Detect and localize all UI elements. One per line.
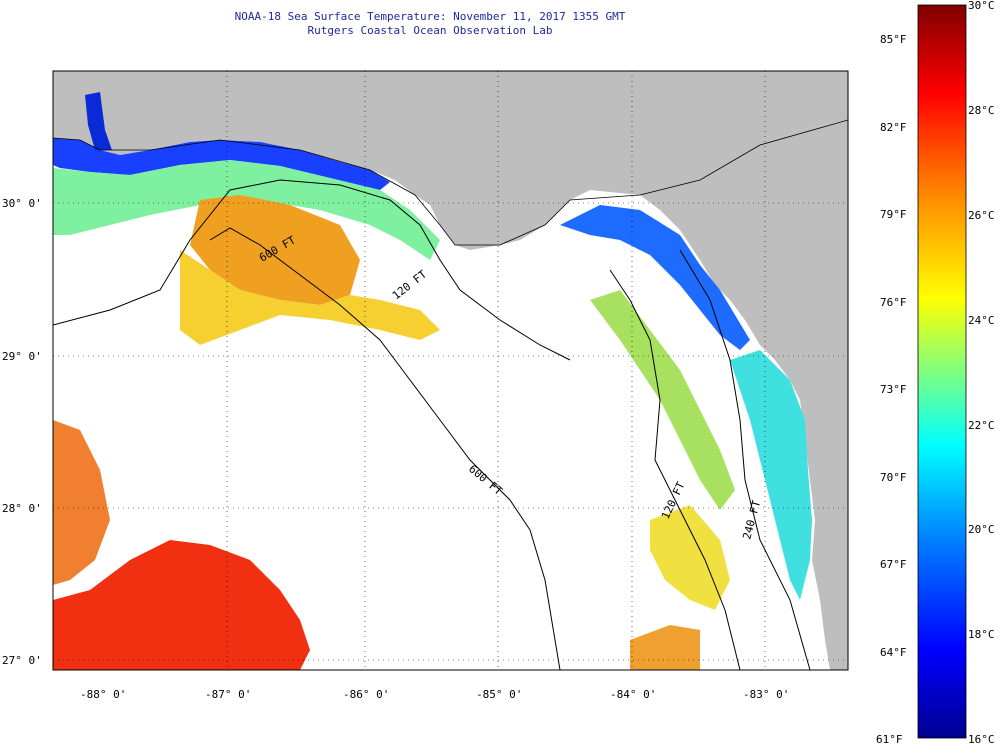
colorbar-c-label: 28°C: [968, 104, 995, 117]
sst-loop-orange: [190, 195, 360, 305]
colorbar-f-label: 61°F: [876, 733, 903, 746]
title-line-1: NOAA-18 Sea Surface Temperature: Novembe…: [234, 10, 626, 23]
contour-120ft-west: [53, 179, 571, 361]
colorbar-c-label: 24°C: [968, 314, 995, 327]
land-north-coast: [53, 71, 848, 250]
colorbar-f-label: 85°F: [880, 33, 907, 46]
colorbar-c-label: 16°C: [968, 733, 995, 746]
colorbar-c-label: 20°C: [968, 523, 995, 536]
colorbar-f-label: 79°F: [880, 208, 907, 221]
colorbar: 30°C 28°C 26°C 24°C 22°C 20°C 18°C 16°C …: [876, 0, 995, 746]
sst-west-florida-cyan: [730, 350, 812, 600]
colorbar-f-label: 64°F: [880, 646, 907, 659]
colorbar-f-label: 70°F: [880, 471, 907, 484]
lon-tick-label: -84° 0': [610, 688, 656, 701]
lat-tick-label: 29° 0': [2, 350, 42, 363]
lat-tick-labels: 30° 0' 29° 0' 28° 0' 27° 0': [2, 197, 42, 667]
colorbar-f-label: 82°F: [880, 121, 907, 134]
contour-240ft-east: [679, 249, 811, 670]
sst-bay-blue: [85, 92, 112, 150]
lon-tick-label: -88° 0': [80, 688, 126, 701]
sst-loop-yellow: [180, 250, 440, 345]
sst-southwest-orange: [53, 420, 110, 585]
map-title: NOAA-18 Sea Surface Temperature: Novembe…: [200, 10, 660, 38]
colorbar-c-label: 18°C: [968, 628, 995, 641]
sst-shelf-green: [590, 290, 735, 510]
map-area: [53, 71, 848, 670]
colorbar-f-label: 73°F: [880, 383, 907, 396]
colorbar-c-label: 30°C: [968, 0, 995, 12]
colorbar-c-label: 22°C: [968, 419, 995, 432]
lat-tick-label: 30° 0': [2, 197, 42, 210]
sst-shelf-yellow: [650, 505, 730, 610]
colorbar-c-label: 26°C: [968, 209, 995, 222]
colorbar-f-label: 76°F: [880, 296, 907, 309]
sst-nw-florida-blue: [560, 205, 750, 350]
sst-coastal-green: [53, 160, 440, 260]
sst-nearshore-blue: [53, 138, 390, 190]
sst-south-red: [53, 540, 310, 670]
contour-600ft: [209, 227, 561, 670]
coastline: [53, 119, 848, 246]
lon-tick-labels: -88° 0' -87° 0' -86° 0' -85° 0' -84° 0' …: [80, 688, 789, 701]
lon-tick-label: -85° 0': [476, 688, 522, 701]
lon-tick-label: -87° 0': [205, 688, 251, 701]
title-line-2: Rutgers Coastal Ocean Observation Lab: [307, 24, 553, 37]
colorbar-f-label: 67°F: [880, 558, 907, 571]
sst-south-patch-orange: [630, 625, 700, 670]
lat-tick-label: 28° 0': [2, 502, 42, 515]
colorbar-fahrenheit-labels: 85°F 82°F 79°F 76°F 73°F 70°F 67°F 64°F …: [876, 33, 907, 746]
contour-600ft-east: [609, 269, 741, 670]
lon-tick-label: -83° 0': [743, 688, 789, 701]
lat-tick-label: 27° 0': [2, 654, 42, 667]
land-florida-peninsula: [640, 120, 848, 670]
colorbar-gradient: [917, 4, 967, 739]
colorbar-celsius-labels: 30°C 28°C 26°C 24°C 22°C 20°C 18°C 16°C: [968, 0, 995, 746]
map-frame: [52, 70, 849, 671]
lon-tick-label: -86° 0': [343, 688, 389, 701]
